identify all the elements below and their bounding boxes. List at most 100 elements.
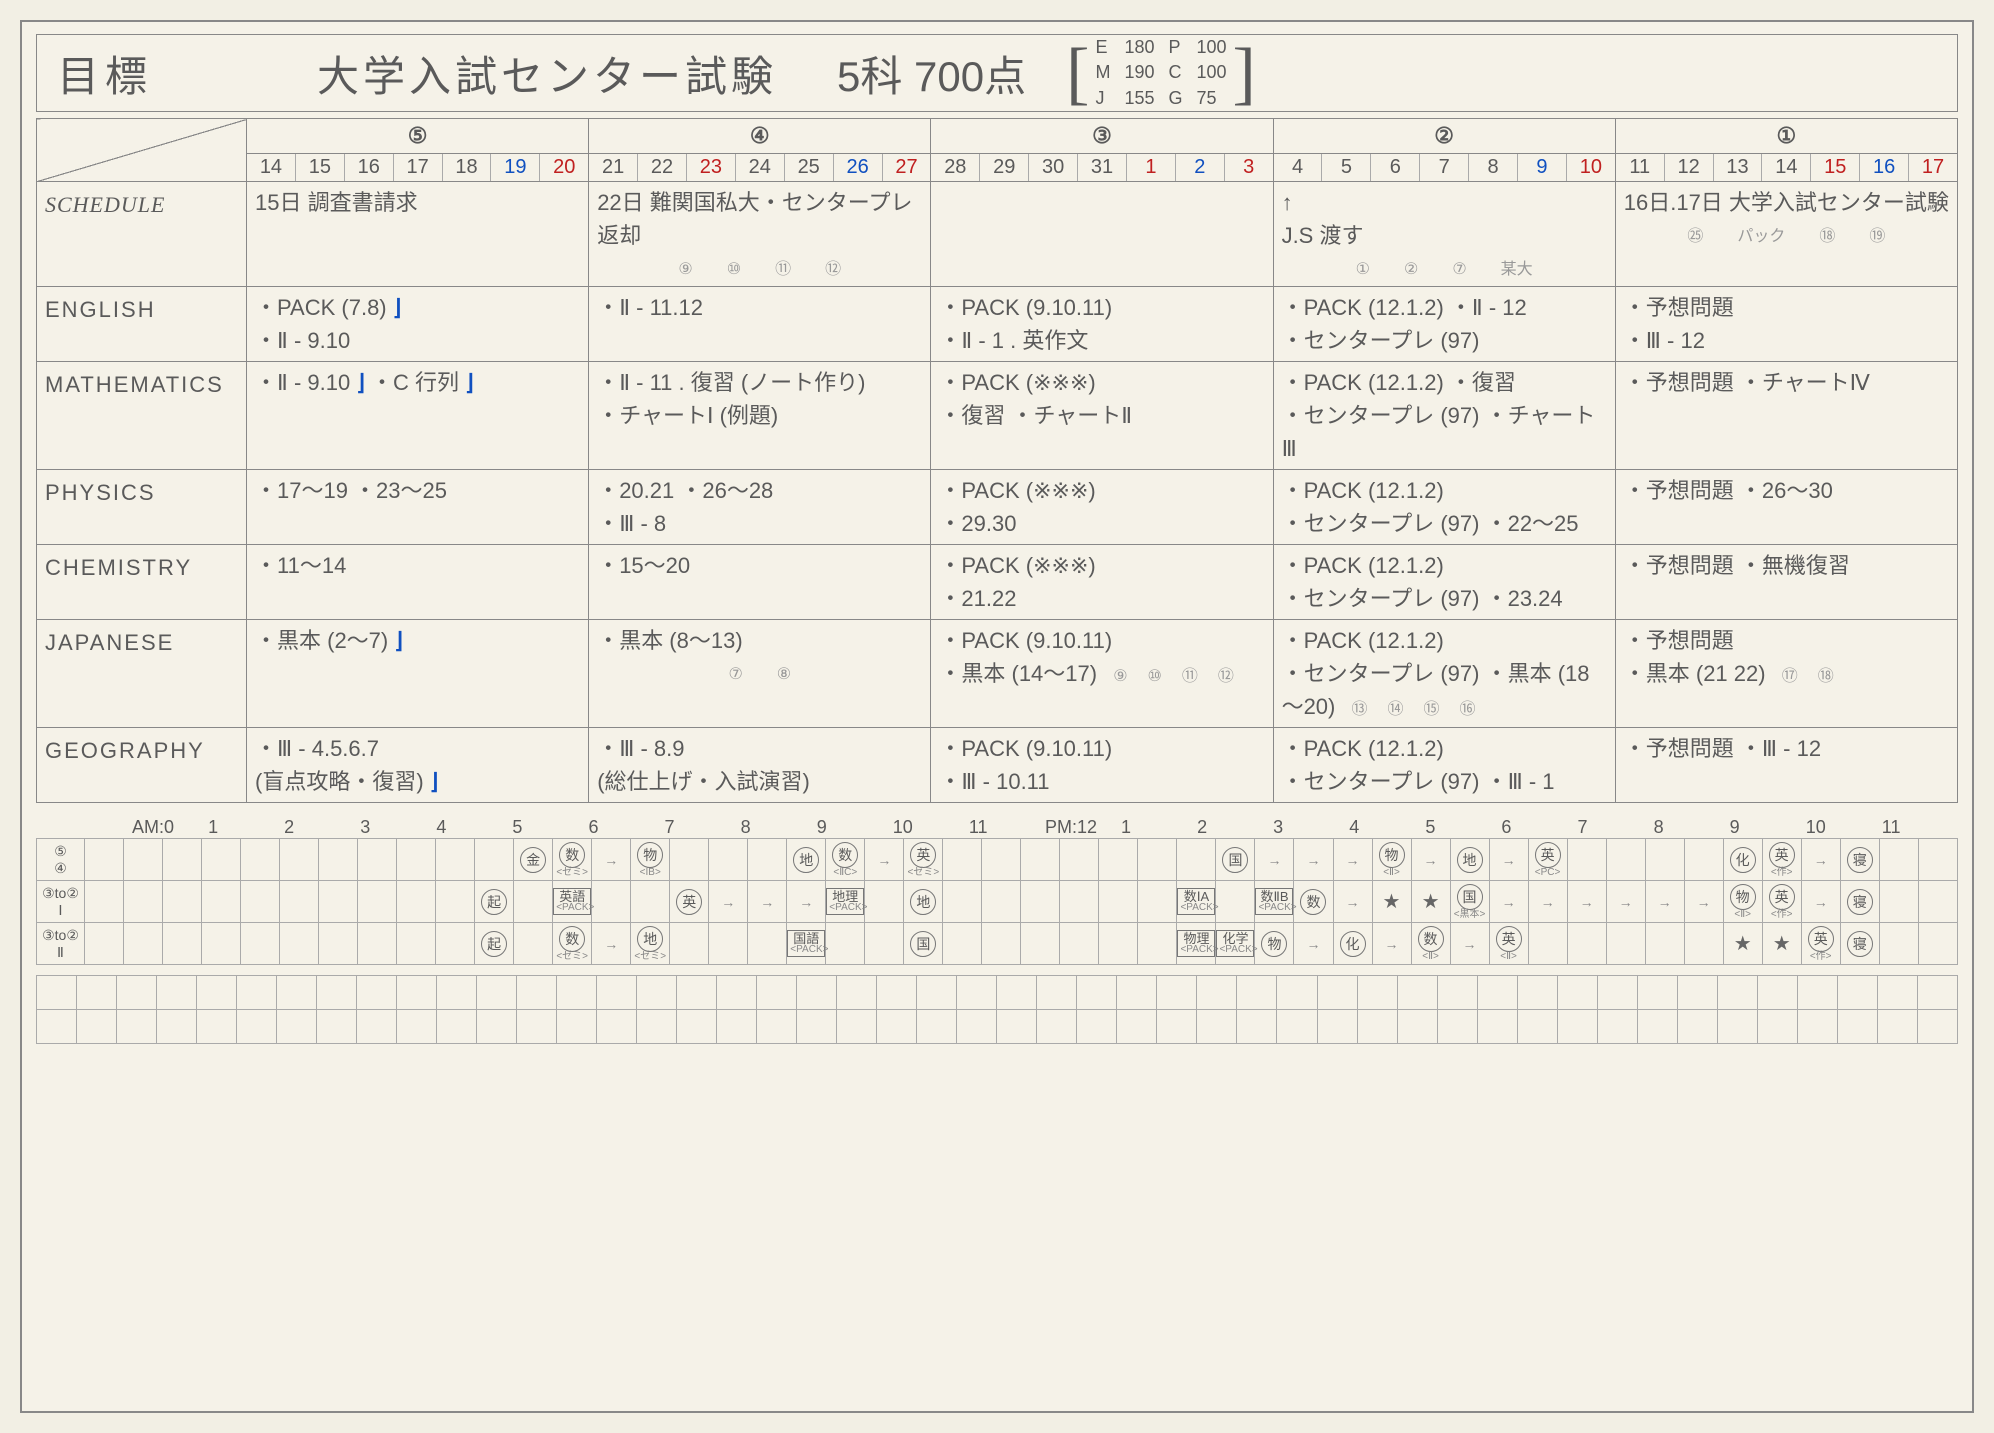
japanese-week4: ・黒本 (8～13)⑦⑧ (589, 620, 931, 728)
day-21: 21 (589, 154, 638, 181)
physics-week1: ・予想問題 ・26～30 (1615, 470, 1957, 545)
day-17: 17 (1909, 154, 1957, 181)
week-2-head: ② (1273, 119, 1615, 154)
subject-english: ENGLISH (37, 287, 247, 362)
day-30: 30 (1029, 154, 1078, 181)
mathematics-week3: ・PACK (※※※)・復習 ・チャートⅡ (931, 362, 1273, 470)
diagonal-header (37, 119, 247, 182)
day-1: 1 (1127, 154, 1176, 181)
target-e: 180 (1124, 36, 1154, 59)
timeline-grid: ⑤④金数<ゼミ>→物<IB>地数<ⅡC>→英<ゼミ>国→→→物<Ⅱ>→地→英<P… (36, 838, 1958, 965)
mathematics-week1: ・予想問題 ・チャートⅣ (1615, 362, 1957, 470)
day-14: 14 (247, 154, 296, 181)
row-physics: PHYSICS・17～19 ・23～25・20.21 ・26～28・Ⅲ - 8・… (37, 470, 1958, 545)
day-25: 25 (785, 154, 834, 181)
subject-mathematics: MATHEMATICS (37, 362, 247, 470)
geography-week2: ・PACK (12.1.2)・センタープレ (97) ・Ⅲ - 1 (1273, 728, 1615, 803)
day-28: 28 (931, 154, 980, 181)
timeline-section: AM:01234567891011PM:121234567891011 ⑤④金数… (36, 817, 1958, 965)
geography-week3: ・PACK (9.10.11)・Ⅲ - 10.11 (931, 728, 1273, 803)
header-score: 5科 700点 (837, 43, 1026, 104)
day-22: 22 (638, 154, 687, 181)
day-24: 24 (736, 154, 785, 181)
row-english: ENGLISH・PACK (7.8) ⌋・Ⅱ - 9.10・Ⅱ - 11.12・… (37, 287, 1958, 362)
timeline-row-label-2: ③to②Ⅱ (37, 923, 85, 965)
timeline-row-label-0: ⑤④ (37, 839, 85, 881)
day-12: 12 (1665, 154, 1714, 181)
schedule-week5: 15日 調査書請求 (247, 182, 589, 287)
day-15: 15 (1811, 154, 1860, 181)
target-c: 100 (1197, 61, 1227, 84)
day-13: 13 (1714, 154, 1763, 181)
japanese-week5: ・黒本 (2～7) ⌋ (247, 620, 589, 728)
week-2-days: 45678910 (1273, 154, 1615, 182)
header-title: 大学入試センター試験 (317, 43, 777, 104)
timeline-row-0: ⑤④金数<ゼミ>→物<IB>地数<ⅡC>→英<ゼミ>国→→→物<Ⅱ>→地→英<P… (37, 839, 1958, 881)
mathematics-week5: ・Ⅱ - 9.10 ⌋ ・C 行列 ⌋ (247, 362, 589, 470)
physics-week4: ・20.21 ・26～28・Ⅲ - 8 (589, 470, 931, 545)
subject-schedule: SCHEDULE (37, 182, 247, 287)
chemistry-week3: ・PACK (※※※)・21.22 (931, 545, 1273, 620)
week-1-days: 11121314151617 (1615, 154, 1957, 182)
physics-week2: ・PACK (12.1.2)・センタープレ (97) ・22～25 (1273, 470, 1615, 545)
day-14: 14 (1762, 154, 1811, 181)
day-numbers-row: 1415161718192021222324252627282930311234… (37, 154, 1958, 182)
day-8: 8 (1469, 154, 1518, 181)
schedule-week1: 16日.17日 大学入試センター試験㉕パック⑱⑲ (1615, 182, 1957, 287)
study-plan-table: ⑤ ④ ③ ② ① 141516171819202122232425262728… (36, 118, 1958, 803)
day-16: 16 (345, 154, 394, 181)
row-geography: GEOGRAPHY・Ⅲ - 4.5.6.7 (盲点攻略・復習) ⌋・Ⅲ - 8.… (37, 728, 1958, 803)
geography-week1: ・予想問題 ・Ⅲ - 12 (1615, 728, 1957, 803)
week-5-head: ⑤ (247, 119, 589, 154)
schedule-week3 (931, 182, 1273, 287)
day-6: 6 (1371, 154, 1420, 181)
subject-geography: GEOGRAPHY (37, 728, 247, 803)
japanese-week3: ・PACK (9.10.11)・黒本 (14～17) ⑨⑩⑪⑫ (931, 620, 1273, 728)
target-j: 155 (1124, 87, 1154, 110)
subject-chemistry: CHEMISTRY (37, 545, 247, 620)
japanese-week2: ・PACK (12.1.2)・センタープレ (97) ・黒本 (18～20) ⑬… (1273, 620, 1615, 728)
day-29: 29 (980, 154, 1029, 181)
week-1-head: ① (1615, 119, 1957, 154)
chemistry-week4: ・15～20 (589, 545, 931, 620)
week-header-row: ⑤ ④ ③ ② ① (37, 119, 1958, 154)
day-2: 2 (1176, 154, 1225, 181)
day-10: 10 (1567, 154, 1615, 181)
schedule-week2: ↑J.S 渡す①②⑦某大 (1273, 182, 1615, 287)
subject-physics: PHYSICS (37, 470, 247, 545)
chemistry-week2: ・PACK (12.1.2)・センタープレ (97) ・23.24 (1273, 545, 1615, 620)
chemistry-week1: ・予想問題 ・無機復習 (1615, 545, 1957, 620)
row-chemistry: CHEMISTRY・11～14・15～20・PACK (※※※)・21.22・P… (37, 545, 1958, 620)
subject-japanese: JAPANESE (37, 620, 247, 728)
header-label: 目標 (57, 43, 257, 104)
physics-week3: ・PACK (※※※)・29.30 (931, 470, 1273, 545)
target-g: 75 (1197, 87, 1227, 110)
week-5-days: 14151617181920 (247, 154, 589, 182)
physics-week5: ・17～19 ・23～25 (247, 470, 589, 545)
geography-week4: ・Ⅲ - 8.9 (総仕上げ・入試演習) (589, 728, 931, 803)
header-target-scores: [ E180 P100 M190 C100 J155 G75 ] (1066, 28, 1256, 119)
study-plan-page: 目標 大学入試センター試験 5科 700点 [ E180 P100 M190 C… (20, 20, 1974, 1413)
day-16: 16 (1860, 154, 1909, 181)
day-4: 4 (1274, 154, 1323, 181)
target-m: 190 (1124, 61, 1154, 84)
day-9: 9 (1518, 154, 1567, 181)
week-3-days: 28293031123 (931, 154, 1273, 182)
english-week3: ・PACK (9.10.11)・Ⅱ - 1 . 英作文 (931, 287, 1273, 362)
day-18: 18 (443, 154, 492, 181)
japanese-week1: ・予想問題・黒本 (21 22) ⑰⑱ (1615, 620, 1957, 728)
day-31: 31 (1078, 154, 1127, 181)
day-23: 23 (687, 154, 736, 181)
schedule-week4: 22日 難関国私大・センタープレ返却⑨⑩⑪⑫ (589, 182, 931, 287)
day-5: 5 (1322, 154, 1371, 181)
english-week4: ・Ⅱ - 11.12 (589, 287, 931, 362)
day-15: 15 (296, 154, 345, 181)
english-week2: ・PACK (12.1.2) ・Ⅱ - 12・センタープレ (97) (1273, 287, 1615, 362)
mathematics-week4: ・Ⅱ - 11 . 復習 (ノート作り)・チャートⅠ (例題) (589, 362, 931, 470)
week-4-days: 21222324252627 (589, 154, 931, 182)
row-schedule: SCHEDULE15日 調査書請求22日 難関国私大・センタープレ返却⑨⑩⑪⑫ ↑… (37, 182, 1958, 287)
day-7: 7 (1420, 154, 1469, 181)
week-4-head: ④ (589, 119, 931, 154)
english-week1: ・予想問題・Ⅲ - 12 (1615, 287, 1957, 362)
day-26: 26 (834, 154, 883, 181)
